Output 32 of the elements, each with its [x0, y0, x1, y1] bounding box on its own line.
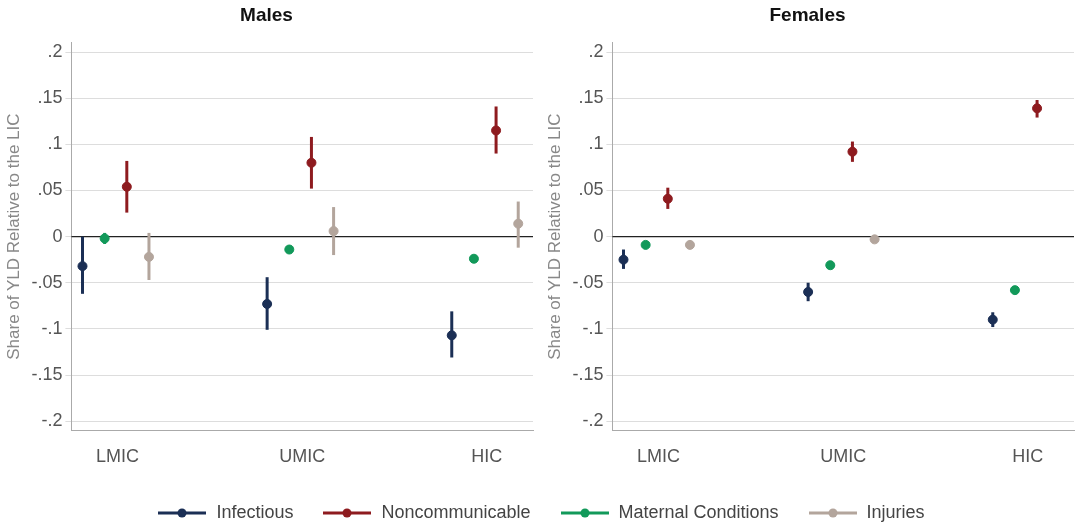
y-tick-label: -.1: [582, 317, 604, 338]
y-tick-label: .05: [37, 179, 63, 200]
x-tick-label: LMIC: [96, 446, 140, 467]
y-tick-label: .05: [578, 179, 604, 200]
y-tick-label: 0: [52, 225, 63, 246]
y-tick-label: .2: [47, 41, 63, 61]
y-tick-label: -.05: [572, 271, 604, 292]
x-tick-label: LMIC: [637, 446, 681, 467]
y-tick-label: -.05: [31, 271, 63, 292]
legend-label: Injuries: [866, 502, 925, 523]
y-tick-label: .15: [578, 87, 604, 108]
y-axis-title: Share of YLD Relative to the LIC: [544, 113, 564, 360]
y-tick-label: -.1: [41, 317, 63, 338]
chart-title: Males: [240, 3, 293, 25]
y-tick-label: -.15: [31, 364, 63, 384]
y-tick-label: -.15: [572, 364, 604, 384]
y-tick-label: -.2: [41, 410, 63, 431]
y-tick-label: .2: [588, 41, 604, 61]
y-tick-label: .15: [37, 87, 63, 108]
y-axis-title: Share of YLD Relative to the LIC: [3, 113, 23, 360]
legend-label: Infectious: [216, 502, 294, 523]
legend-label: Maternal Conditions: [618, 502, 779, 523]
x-tick-label: UMIC: [279, 446, 326, 467]
y-tick-label: -.2: [582, 410, 604, 431]
x-tick-label: HIC: [1012, 446, 1044, 467]
x-tick-label: HIC: [471, 446, 503, 467]
legend-label: Noncommunicable: [381, 502, 531, 523]
y-tick-label: .1: [47, 133, 63, 154]
chart-title: Females: [769, 3, 846, 25]
x-tick-label: UMIC: [820, 446, 867, 467]
y-tick-label: 0: [593, 225, 604, 246]
y-tick-label: .1: [588, 133, 604, 154]
